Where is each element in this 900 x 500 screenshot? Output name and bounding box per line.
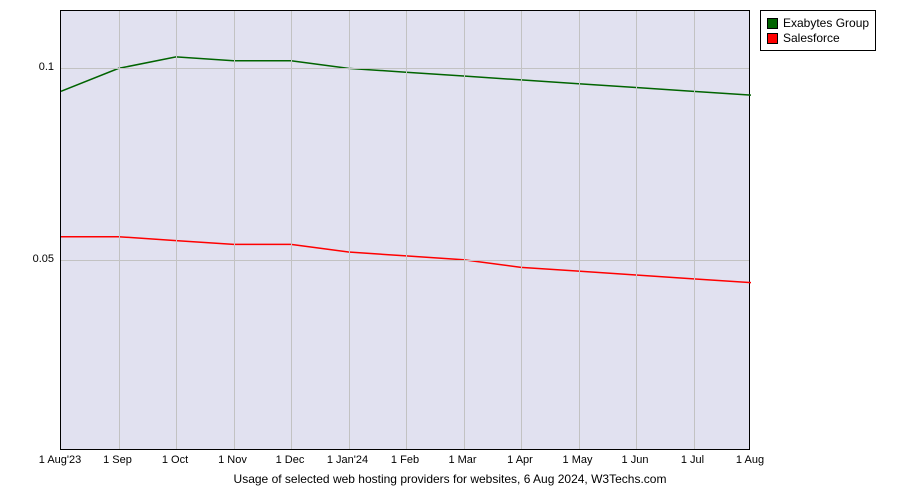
xtick-label: 1 Apr	[507, 454, 533, 466]
caption: Usage of selected web hosting providers …	[0, 472, 900, 486]
gridline-v	[291, 11, 292, 449]
gridline-v	[349, 11, 350, 449]
caption-text: Usage of selected web hosting providers …	[234, 472, 667, 486]
legend-label: Salesforce	[783, 31, 840, 45]
ytick-label: 0.1	[0, 61, 54, 73]
gridline-v	[464, 11, 465, 449]
gridline-v	[176, 11, 177, 449]
gridline-v	[636, 11, 637, 449]
plot-area	[60, 10, 750, 450]
gridline-v	[579, 11, 580, 449]
legend-swatch	[767, 18, 778, 29]
legend-label: Exabytes Group	[783, 16, 869, 30]
xtick-label: 1 Oct	[162, 454, 188, 466]
xtick-label: 1 Aug'23	[39, 454, 81, 466]
xtick-label: 1 Sep	[103, 454, 132, 466]
gridline-v	[234, 11, 235, 449]
gridline-v	[694, 11, 695, 449]
ytick-label: 0.05	[0, 253, 54, 265]
xtick-label: 1 Jun	[622, 454, 649, 466]
xtick-label: 1 Nov	[218, 454, 247, 466]
xtick-label: 1 Feb	[391, 454, 419, 466]
legend-item: Exabytes Group	[767, 16, 869, 30]
legend-item: Salesforce	[767, 31, 869, 45]
gridline-h	[61, 68, 749, 69]
legend-swatch	[767, 33, 778, 44]
gridline-h	[61, 260, 749, 261]
xtick-label: 1 Jan'24	[327, 454, 368, 466]
gridline-v	[521, 11, 522, 449]
xtick-label: 1 Dec	[276, 454, 305, 466]
xtick-label: 1 Jul	[681, 454, 704, 466]
gridline-v	[406, 11, 407, 449]
xtick-label: 1 Aug	[736, 454, 764, 466]
gridline-v	[119, 11, 120, 449]
xtick-label: 1 Mar	[448, 454, 476, 466]
xtick-label: 1 May	[563, 454, 593, 466]
chart-container: Exabytes GroupSalesforce Usage of select…	[0, 0, 900, 500]
legend: Exabytes GroupSalesforce	[760, 10, 876, 51]
